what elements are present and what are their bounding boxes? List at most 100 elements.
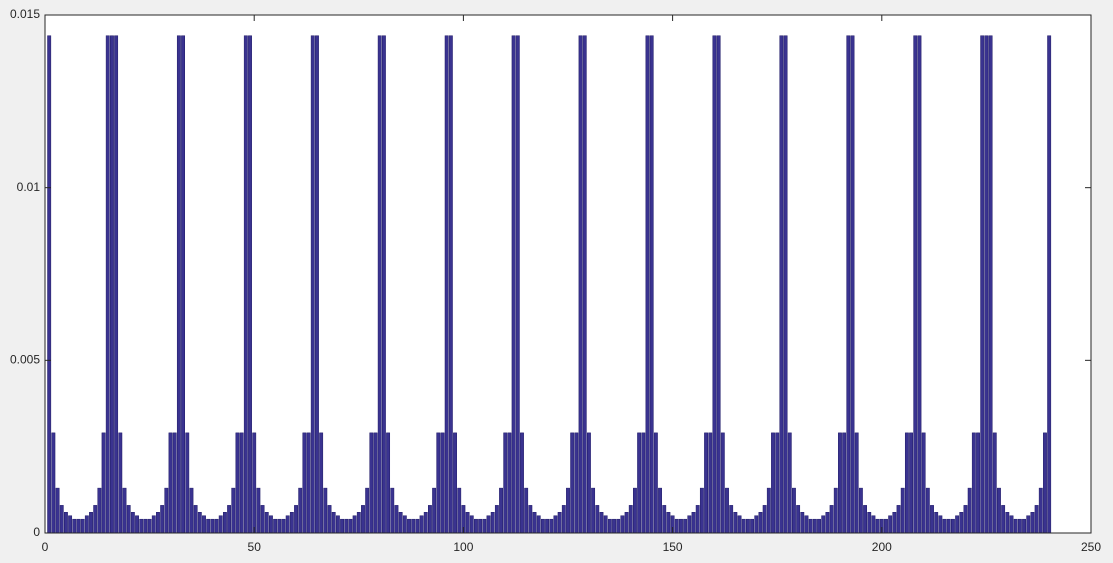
bar	[256, 487, 261, 534]
y-tick-label: 0.015	[10, 7, 40, 21]
bar	[474, 518, 478, 534]
bar	[432, 487, 437, 534]
bar	[766, 487, 771, 534]
bar	[310, 35, 315, 534]
bar	[524, 487, 529, 534]
bar	[825, 512, 830, 534]
bar	[591, 487, 596, 534]
bar	[804, 515, 809, 534]
bar	[976, 432, 980, 534]
bar	[193, 505, 198, 534]
bar	[373, 432, 378, 534]
bar	[846, 35, 851, 534]
bar	[553, 515, 558, 534]
bar	[260, 505, 265, 534]
bar	[909, 432, 914, 534]
bar	[946, 518, 951, 534]
y-tick-label: 0	[33, 525, 40, 539]
bar	[917, 35, 922, 534]
bar	[545, 518, 550, 534]
bar	[595, 505, 600, 534]
bar	[1030, 512, 1035, 534]
bar	[101, 432, 106, 534]
bar	[55, 487, 60, 534]
bar	[176, 35, 181, 534]
bar	[126, 505, 131, 534]
bar	[850, 35, 855, 534]
bar	[792, 487, 796, 534]
bar	[812, 518, 817, 534]
bar	[252, 432, 257, 534]
bar	[679, 518, 683, 534]
bar	[160, 505, 165, 534]
bar	[607, 518, 612, 534]
bar	[641, 432, 646, 534]
bar	[888, 515, 893, 534]
bar	[189, 487, 194, 534]
bar	[398, 512, 403, 534]
bar	[394, 505, 399, 534]
bar	[900, 487, 905, 534]
bar	[532, 512, 537, 534]
bar	[984, 35, 989, 534]
bar	[356, 512, 361, 534]
bar	[666, 512, 671, 534]
bar	[904, 432, 909, 534]
bar	[281, 518, 286, 534]
x-tick-label: 150	[663, 540, 683, 554]
bar	[118, 432, 123, 534]
bar	[110, 35, 114, 534]
bar	[754, 515, 759, 534]
bar	[511, 35, 516, 534]
bar	[440, 432, 445, 534]
bar	[448, 35, 453, 534]
bar	[202, 515, 206, 534]
bar	[239, 432, 244, 534]
bar	[1047, 35, 1052, 534]
bar	[779, 35, 784, 534]
x-tick-label: 250	[1081, 540, 1101, 554]
bar	[967, 487, 972, 534]
axes-background	[45, 15, 1091, 533]
bar	[649, 35, 654, 534]
axes-box	[44, 14, 1092, 534]
bar	[72, 518, 77, 534]
bar	[942, 518, 947, 534]
bar	[616, 518, 621, 534]
bar	[156, 512, 160, 534]
bar	[817, 518, 821, 534]
bar	[235, 432, 240, 534]
bar	[988, 35, 993, 534]
bar	[733, 512, 738, 534]
bar	[494, 505, 499, 534]
bar	[796, 505, 801, 534]
bar	[436, 432, 441, 534]
bar	[285, 515, 290, 534]
bar	[762, 505, 767, 534]
bar	[863, 505, 867, 534]
bar	[720, 432, 725, 534]
bar	[1038, 487, 1043, 534]
bar	[503, 432, 508, 534]
bar	[892, 512, 897, 534]
bar	[745, 518, 750, 534]
bar	[469, 515, 474, 534]
bar	[222, 512, 227, 534]
bar	[808, 518, 813, 534]
bar	[306, 432, 311, 534]
bar	[842, 432, 847, 534]
bar	[612, 518, 616, 534]
bar	[377, 35, 382, 534]
bar	[729, 505, 734, 534]
bar	[896, 505, 901, 534]
bar	[89, 512, 93, 534]
bar	[1001, 505, 1006, 534]
bar	[51, 432, 56, 534]
bar	[419, 515, 424, 534]
bar	[771, 432, 775, 534]
bar	[674, 518, 679, 534]
bar	[499, 487, 503, 534]
bar	[298, 487, 303, 534]
bar	[587, 432, 591, 534]
bar	[737, 515, 742, 534]
